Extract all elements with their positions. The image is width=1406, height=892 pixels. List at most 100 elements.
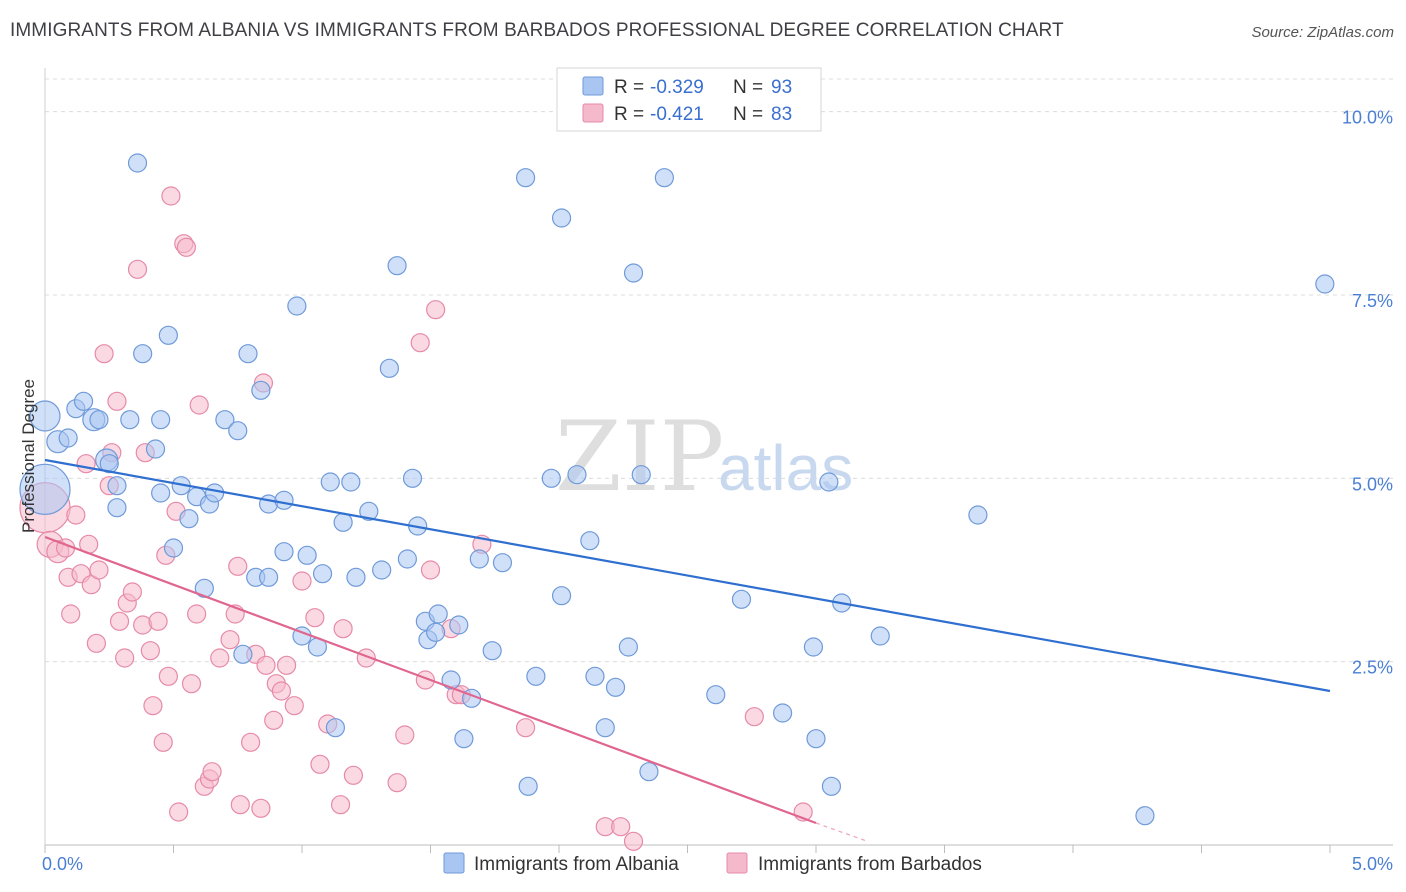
bottom-legend-albania-label: Immigrants from Albania [474,854,679,875]
legend-albania-n-value: 93 [771,77,792,98]
watermark-zip: ZIP [555,401,724,513]
albania-point [287,296,307,316]
albania-point [806,729,826,749]
albania-point [346,567,366,587]
albania-point [492,553,513,573]
albania-point [127,153,148,173]
albania-point [968,505,988,525]
barbados-point [744,707,764,727]
albania-point [551,586,572,606]
barbados-point [76,454,96,474]
barbados-point [158,666,178,686]
y-axis-label: Professional Degree [19,379,38,533]
albania-point [426,622,446,642]
barbados-point [515,718,536,738]
albania-point [580,531,600,551]
albania-point [515,168,536,188]
legend-albania-r-value: -0.329 [650,77,704,98]
albania-point [870,626,890,646]
legend-albania-r-label: R = [614,77,644,98]
albania-point [274,542,294,562]
albania-point [819,472,839,492]
barbados-point [623,831,644,851]
albania-point [397,549,417,569]
albania-point [73,391,94,411]
albania-point [133,344,153,364]
barbados-point [202,762,222,782]
barbados-point [284,696,304,716]
barbados-point [189,395,209,415]
albania-point [58,428,78,448]
albania-point [541,468,561,488]
x-tick-label: 0.0% [42,854,83,874]
barbados-point [61,604,81,624]
barbados-point [611,817,631,837]
albania-point [482,641,502,661]
barbados-point [395,725,415,745]
albania-point [312,564,333,584]
barbados-point [107,391,127,411]
albania-point [387,256,407,276]
legend-barbados-n-value: 83 [771,104,792,125]
barbados-point [333,619,353,639]
albania-point [1135,806,1155,826]
albania-point [772,703,793,723]
albania-point [518,776,538,796]
watermark-atlas: atlas [718,432,853,504]
albania-point [205,483,225,503]
albania-point [179,509,199,529]
albania-point [821,776,842,796]
albania-trend-line [44,458,1331,693]
barbados-point [330,795,351,815]
albania-point [1315,274,1335,294]
x-tick-label: 5.0% [1352,854,1393,874]
albania-point [706,685,726,705]
legend-barbados-n-label: N = [733,104,763,125]
barbados-point [276,655,297,675]
albania-point [320,472,340,492]
albania-point [151,483,171,503]
barbados-point [86,633,107,653]
albania-point [258,567,279,587]
barbados-point [89,560,109,580]
albania-point [623,263,644,283]
bottom-legend-albania-swatch [443,852,465,874]
legend-barbados-r-value: -0.421 [650,104,704,125]
albania-point [402,468,423,488]
albania-point [333,512,353,532]
y-tick-labels: 2.5% 5.0% 7.5% 10.0% [1342,108,1393,678]
albania-point [151,410,171,430]
watermark: ZIP atlas [555,401,853,513]
barbados-point [228,556,248,576]
albania-points [19,153,1335,826]
trend-lines [44,458,1331,842]
barbados-point [143,696,163,716]
barbados-point [148,611,168,631]
albania-point [551,208,572,228]
albania-point [233,644,253,664]
barbados-point [94,344,114,364]
albania-point [595,718,615,738]
barbados-point [292,571,312,591]
y-tick-label: 10.0% [1342,108,1393,128]
barbados-point [271,681,292,701]
barbados-point [310,754,330,774]
axes [44,68,1393,853]
source-label: Source: ZipAtlas.com [1251,24,1394,41]
albania-point [251,380,271,400]
barbados-point [161,186,181,206]
barbados-trend-extension [815,822,868,842]
albania-point [274,490,294,510]
barbados-point [387,773,407,793]
albania-point [372,560,392,580]
albania-point [107,476,127,496]
barbados-point [251,798,271,818]
albania-point [215,410,235,430]
legend-barbados-swatch [582,103,604,123]
barbados-point [256,655,276,675]
albania-point [325,718,346,738]
albania-point [341,472,361,492]
bottom-legend-barbados-label: Immigrants from Barbados [758,854,982,875]
albania-point [145,439,166,459]
